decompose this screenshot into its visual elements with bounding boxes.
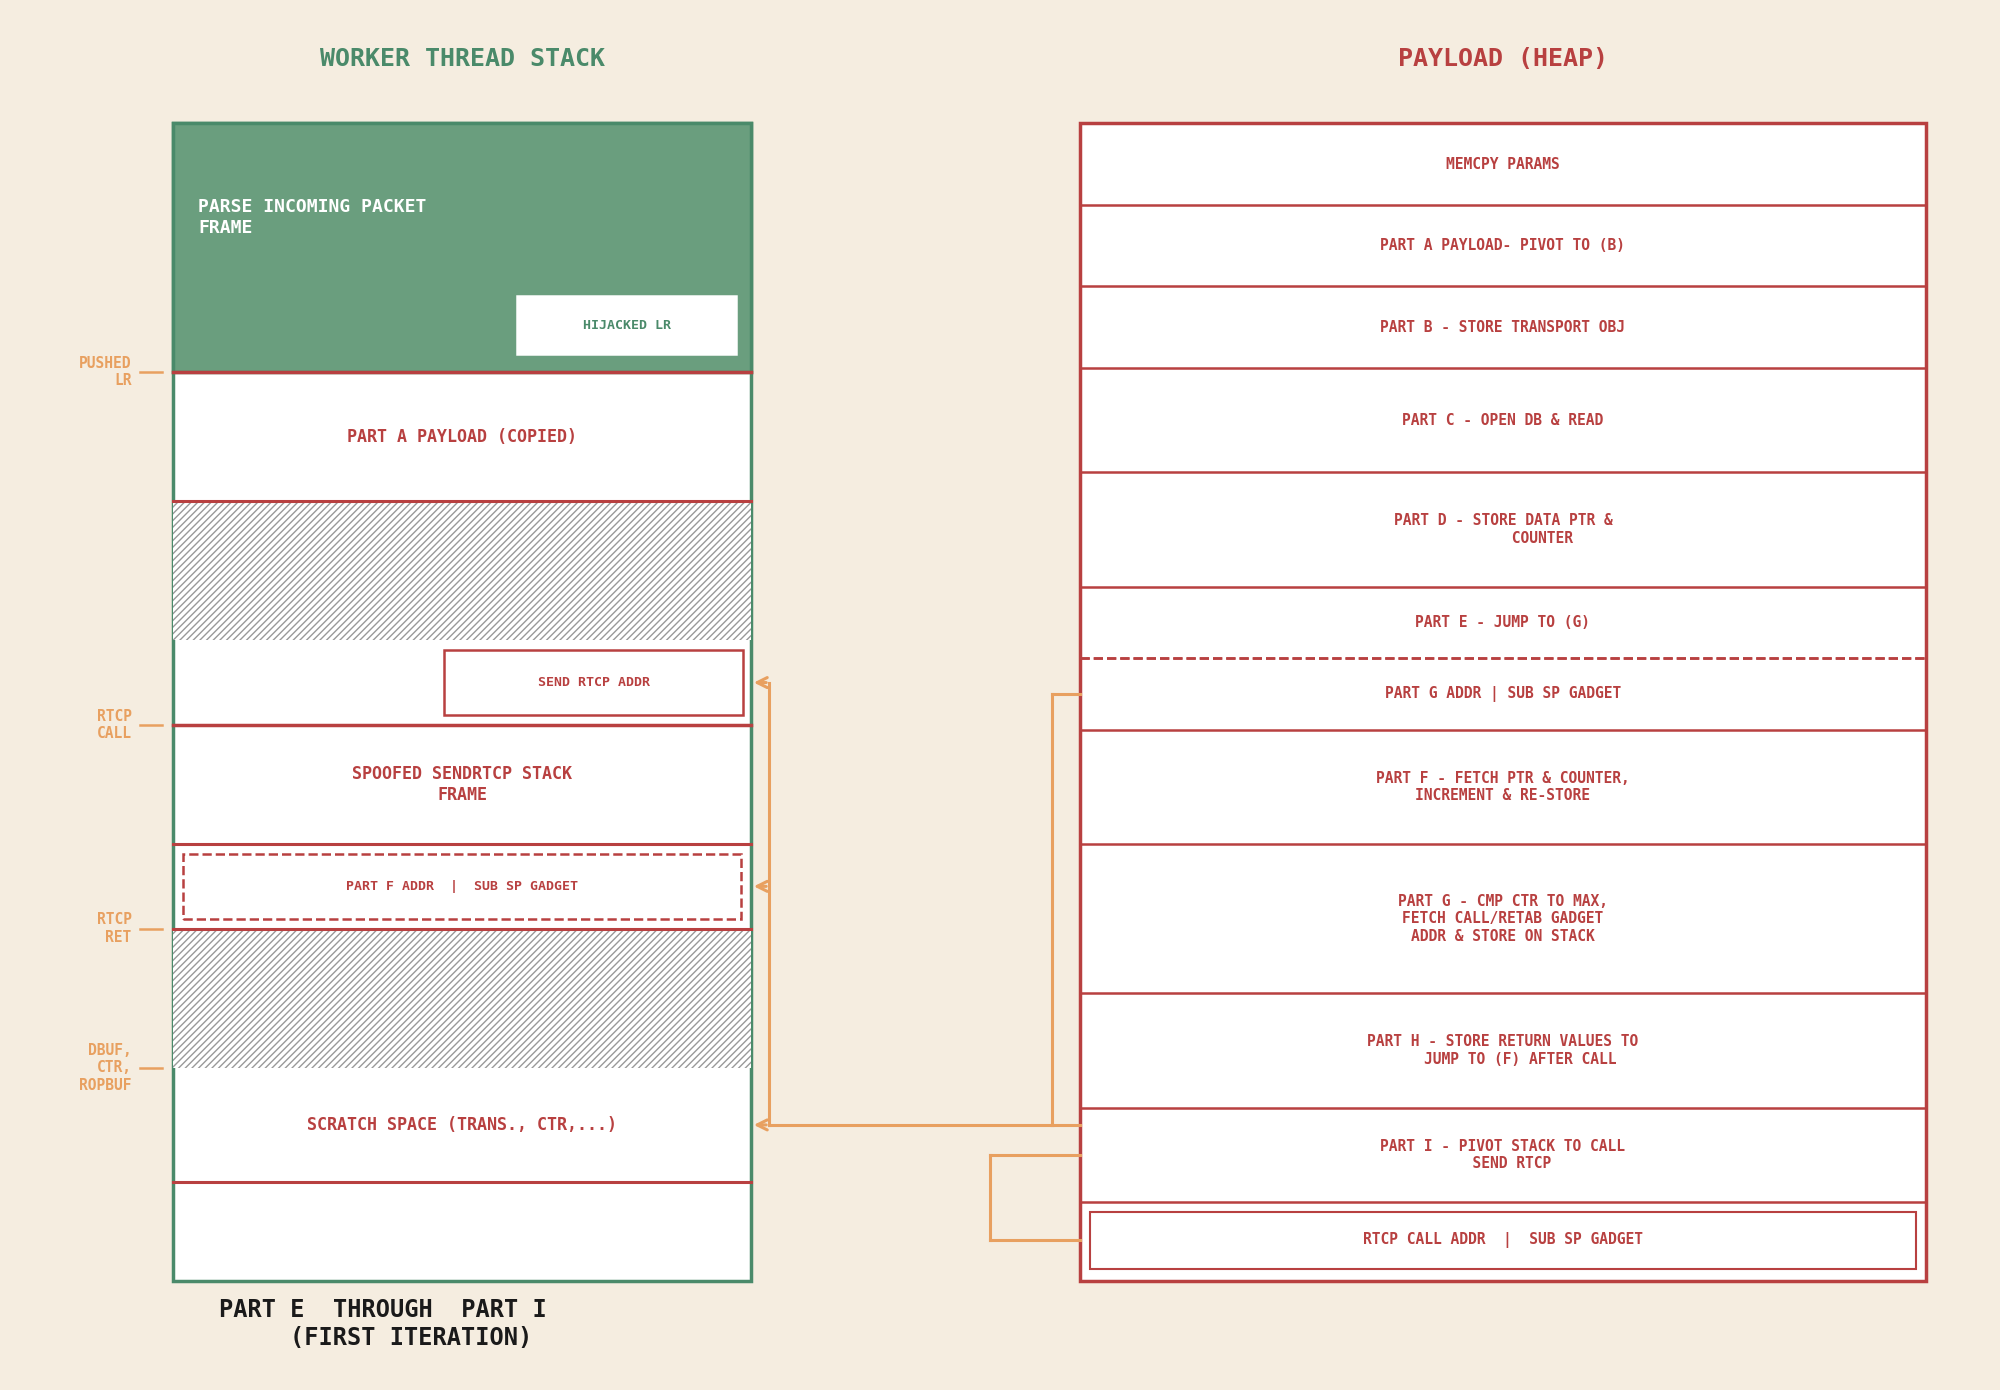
Text: SEND RTCP ADDR: SEND RTCP ADDR xyxy=(538,676,650,689)
Text: PART C - OPEN DB & READ: PART C - OPEN DB & READ xyxy=(1402,413,1604,428)
Text: PART F - FETCH PTR & COUNTER,
INCREMENT & RE-STORE: PART F - FETCH PTR & COUNTER, INCREMENT … xyxy=(1376,770,1630,803)
Bar xyxy=(174,502,752,641)
Bar xyxy=(174,124,752,1282)
Text: PART A PAYLOAD- PIVOT TO (B): PART A PAYLOAD- PIVOT TO (B) xyxy=(1380,238,1626,253)
Text: PART F ADDR  |  SUB SP GADGET: PART F ADDR | SUB SP GADGET xyxy=(346,880,578,892)
Bar xyxy=(1090,1212,1916,1269)
Text: PART A PAYLOAD (COPIED): PART A PAYLOAD (COPIED) xyxy=(348,428,578,446)
Text: PART G ADDR | SUB SP GADGET: PART G ADDR | SUB SP GADGET xyxy=(1384,687,1622,702)
Text: PART B - STORE TRANSPORT OBJ: PART B - STORE TRANSPORT OBJ xyxy=(1380,320,1626,335)
Text: PART E  THROUGH  PART I
    (FIRST ITERATION): PART E THROUGH PART I (FIRST ITERATION) xyxy=(218,1298,546,1350)
Bar xyxy=(174,124,752,373)
Text: SCRATCH SPACE (TRANS., CTR,...): SCRATCH SPACE (TRANS., CTR,...) xyxy=(308,1116,618,1134)
Text: PUSHED
LR: PUSHED LR xyxy=(80,356,132,388)
Text: DBUF,
CTR,
ROPBUF: DBUF, CTR, ROPBUF xyxy=(80,1042,132,1093)
Text: HIJACKED LR: HIJACKED LR xyxy=(582,318,670,332)
Bar xyxy=(444,651,744,714)
Text: RTCP
CALL: RTCP CALL xyxy=(96,709,132,741)
Bar xyxy=(1080,124,1926,1282)
Bar xyxy=(174,929,752,1068)
Text: PART E - JUMP TO (G): PART E - JUMP TO (G) xyxy=(1416,614,1590,630)
Bar xyxy=(174,124,752,373)
Bar xyxy=(184,853,742,919)
Text: PART I - PIVOT STACK TO CALL
  SEND RTCP: PART I - PIVOT STACK TO CALL SEND RTCP xyxy=(1380,1138,1626,1170)
Text: PARSE INCOMING PACKET
FRAME: PARSE INCOMING PACKET FRAME xyxy=(198,199,426,238)
Text: RTCP
RET: RTCP RET xyxy=(96,912,132,945)
Text: PART D - STORE DATA PTR &
         COUNTER: PART D - STORE DATA PTR & COUNTER xyxy=(1394,513,1612,546)
Text: PART G - CMP CTR TO MAX,
FETCH CALL/RETAB GADGET
ADDR & STORE ON STACK: PART G - CMP CTR TO MAX, FETCH CALL/RETA… xyxy=(1398,894,1608,944)
Text: SPOOFED SENDRTCP STACK
FRAME: SPOOFED SENDRTCP STACK FRAME xyxy=(352,765,572,803)
Text: PART H - STORE RETURN VALUES TO
    JUMP TO (F) AFTER CALL: PART H - STORE RETURN VALUES TO JUMP TO … xyxy=(1368,1034,1638,1066)
Text: RTCP CALL ADDR  |  SUB SP GADGET: RTCP CALL ADDR | SUB SP GADGET xyxy=(1362,1232,1642,1248)
Text: MEMCPY PARAMS: MEMCPY PARAMS xyxy=(1446,157,1560,172)
Text: PAYLOAD (HEAP): PAYLOAD (HEAP) xyxy=(1398,47,1608,71)
Text: WORKER THREAD STACK: WORKER THREAD STACK xyxy=(320,47,604,71)
Bar xyxy=(518,296,736,354)
